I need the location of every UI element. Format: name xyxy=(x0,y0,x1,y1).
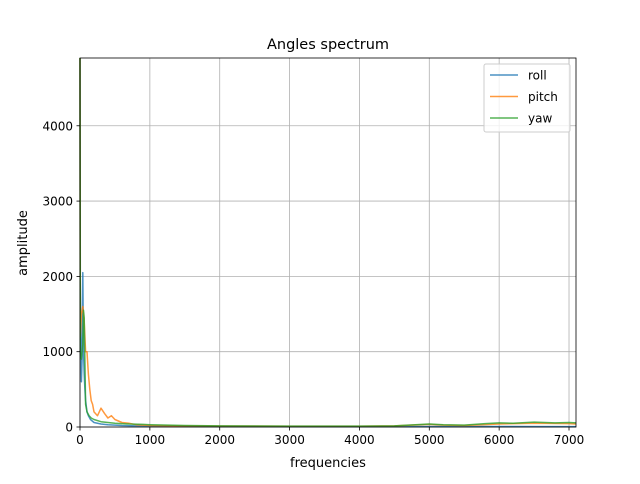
x-axis-label: frequencies xyxy=(290,456,366,471)
grid xyxy=(79,58,576,428)
x-tick-label: 1000 xyxy=(135,433,166,447)
x-tick-label: 3000 xyxy=(274,433,305,447)
chart-title: Angles spectrum xyxy=(267,37,389,53)
legend-label-roll: roll xyxy=(528,69,547,83)
y-tick-label: 3000 xyxy=(42,195,73,209)
x-tick-label: 5000 xyxy=(414,433,445,447)
x-tick-label: 6000 xyxy=(484,433,515,447)
legend-box xyxy=(483,63,571,133)
y-axis-label: amplitude xyxy=(16,210,31,276)
legend-label-yaw: yaw xyxy=(528,112,552,126)
series-line-yaw xyxy=(79,57,577,427)
legend-label-pitch: pitch xyxy=(528,90,558,104)
x-tick-label: 0 xyxy=(76,433,84,447)
axes: 0 1000 2000 3000 4000 5000 6000 7000 0 1000 2000 30… xyxy=(42,57,585,447)
y-tick-label: 0 xyxy=(65,421,73,435)
x-tick-label: 7000 xyxy=(554,433,585,447)
y-tick-label: 2000 xyxy=(42,270,73,284)
legend: roll pitch yaw xyxy=(483,63,571,133)
y-tick-label: 4000 xyxy=(42,119,73,133)
x-tick-label: 4000 xyxy=(344,433,375,447)
x-tick-label: 2000 xyxy=(204,433,235,447)
plot-frame xyxy=(79,57,577,428)
y-tick-label: 1000 xyxy=(42,345,73,359)
